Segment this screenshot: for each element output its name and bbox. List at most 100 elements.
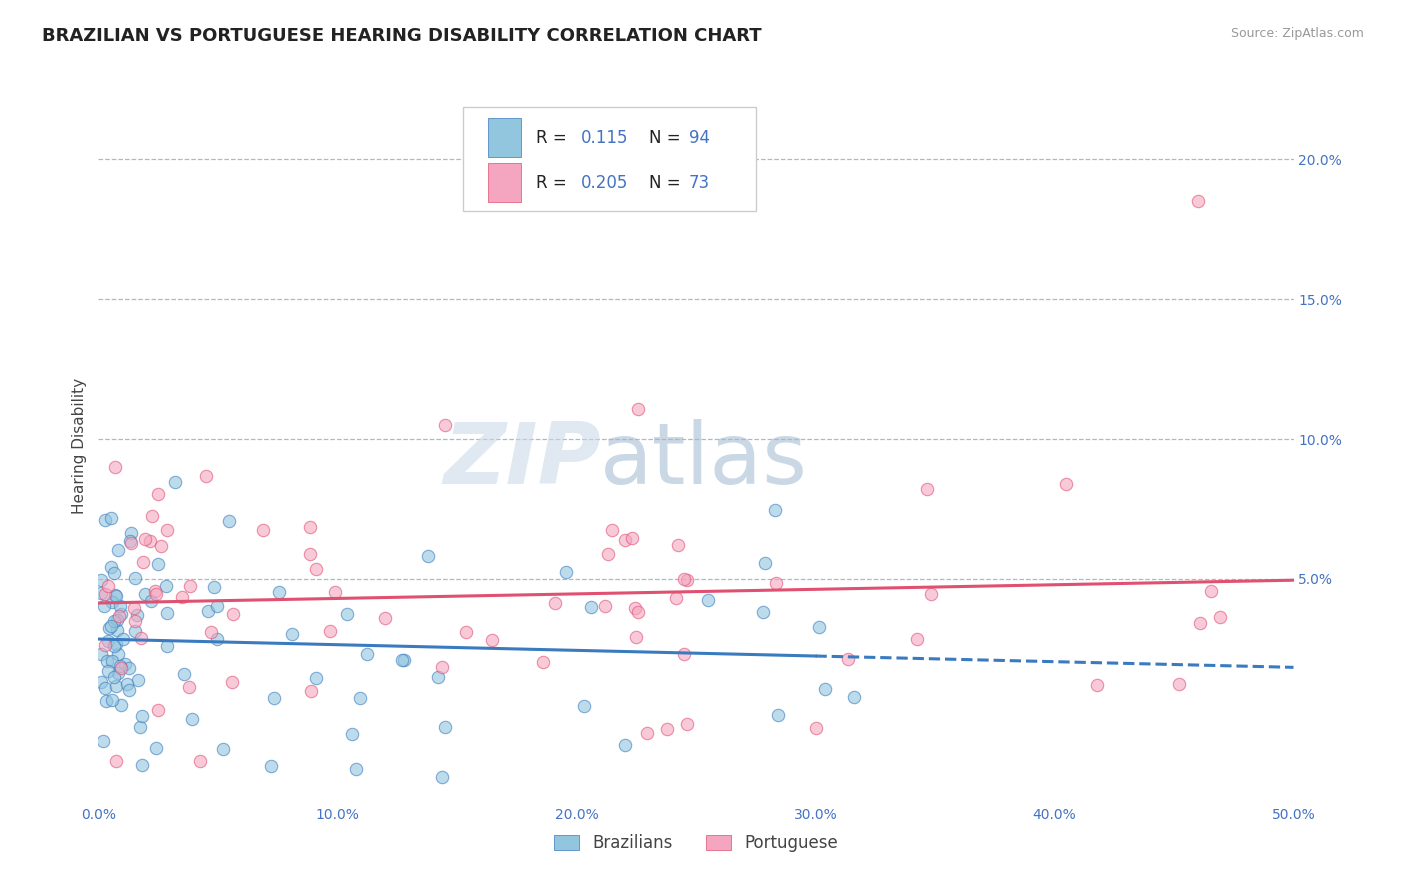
Point	[118, 683, 141, 698]
Text: 0.115: 0.115	[581, 128, 628, 146]
Point	[97, 664, 120, 678]
Point	[665, 591, 688, 605]
Point	[103, 639, 125, 653]
Point	[340, 727, 363, 741]
Point	[172, 591, 194, 605]
Point	[1085, 678, 1108, 692]
Point	[100, 559, 122, 574]
Point	[349, 690, 371, 705]
Point	[143, 583, 166, 598]
Point	[281, 627, 304, 641]
Point	[94, 694, 117, 708]
Point	[842, 690, 865, 705]
Point	[90, 586, 112, 600]
Point	[118, 661, 141, 675]
Point	[807, 620, 830, 634]
Point	[305, 671, 328, 685]
Point	[814, 682, 837, 697]
Point	[120, 533, 142, 548]
Point	[120, 536, 142, 550]
Point	[105, 623, 128, 637]
Point	[127, 608, 149, 623]
Point	[122, 601, 145, 615]
Point	[98, 621, 121, 635]
Point	[149, 539, 172, 553]
Point	[624, 600, 647, 615]
Point	[624, 630, 647, 644]
Point	[107, 647, 129, 661]
Point	[91, 734, 114, 748]
Point	[600, 524, 623, 538]
Point	[207, 632, 229, 647]
Point	[763, 503, 786, 517]
Point	[110, 661, 132, 675]
Point	[1199, 584, 1222, 599]
Point	[222, 607, 245, 621]
Point	[418, 549, 440, 563]
Point	[146, 703, 169, 717]
Point	[454, 625, 477, 640]
Point	[766, 708, 789, 723]
Point	[141, 509, 163, 524]
Point	[117, 676, 139, 690]
Point	[108, 608, 131, 623]
Point	[318, 624, 340, 638]
Point	[139, 533, 162, 548]
Point	[100, 511, 122, 525]
Point	[110, 607, 132, 622]
Point	[837, 652, 859, 666]
Point	[1188, 616, 1211, 631]
Point	[180, 712, 202, 726]
Point	[103, 566, 125, 580]
Point	[90, 647, 112, 661]
Point	[676, 574, 699, 588]
Point	[100, 619, 122, 633]
Point	[101, 595, 124, 609]
Point	[765, 575, 787, 590]
Point	[100, 692, 122, 706]
Text: Source: ZipAtlas.com: Source: ZipAtlas.com	[1230, 27, 1364, 40]
Point	[621, 531, 644, 545]
Point	[806, 721, 828, 735]
Point	[145, 741, 167, 756]
Text: N =: N =	[650, 128, 686, 146]
Point	[104, 588, 127, 602]
Point	[299, 520, 322, 534]
Text: R =: R =	[536, 174, 572, 192]
Point	[105, 754, 128, 768]
Point	[267, 584, 290, 599]
FancyBboxPatch shape	[488, 163, 522, 202]
Point	[107, 665, 129, 680]
Point	[108, 658, 131, 673]
Point	[107, 542, 129, 557]
Text: atlas: atlas	[600, 418, 808, 502]
Point	[433, 418, 456, 433]
Point	[97, 634, 120, 648]
Point	[90, 674, 112, 689]
Point	[97, 579, 120, 593]
Y-axis label: Hearing Disability: Hearing Disability	[72, 378, 87, 514]
Point	[197, 604, 219, 618]
Point	[554, 565, 576, 579]
Point	[146, 557, 169, 571]
Point	[613, 738, 636, 752]
Point	[104, 637, 127, 651]
Point	[697, 592, 720, 607]
Point	[305, 562, 328, 576]
Point	[94, 681, 117, 695]
Point	[146, 487, 169, 501]
Point	[673, 572, 696, 586]
Point	[177, 680, 200, 694]
Point	[131, 757, 153, 772]
Text: BRAZILIAN VS PORTUGUESE HEARING DISABILITY CORRELATION CHART: BRAZILIAN VS PORTUGUESE HEARING DISABILI…	[42, 27, 762, 45]
Point	[103, 614, 125, 628]
Point	[579, 600, 602, 615]
Point	[626, 401, 648, 416]
Text: 73: 73	[689, 174, 710, 192]
Point	[127, 673, 149, 688]
Point	[481, 632, 503, 647]
FancyBboxPatch shape	[488, 118, 522, 157]
Point	[114, 657, 136, 672]
Point	[188, 754, 211, 768]
Point	[1209, 610, 1232, 624]
